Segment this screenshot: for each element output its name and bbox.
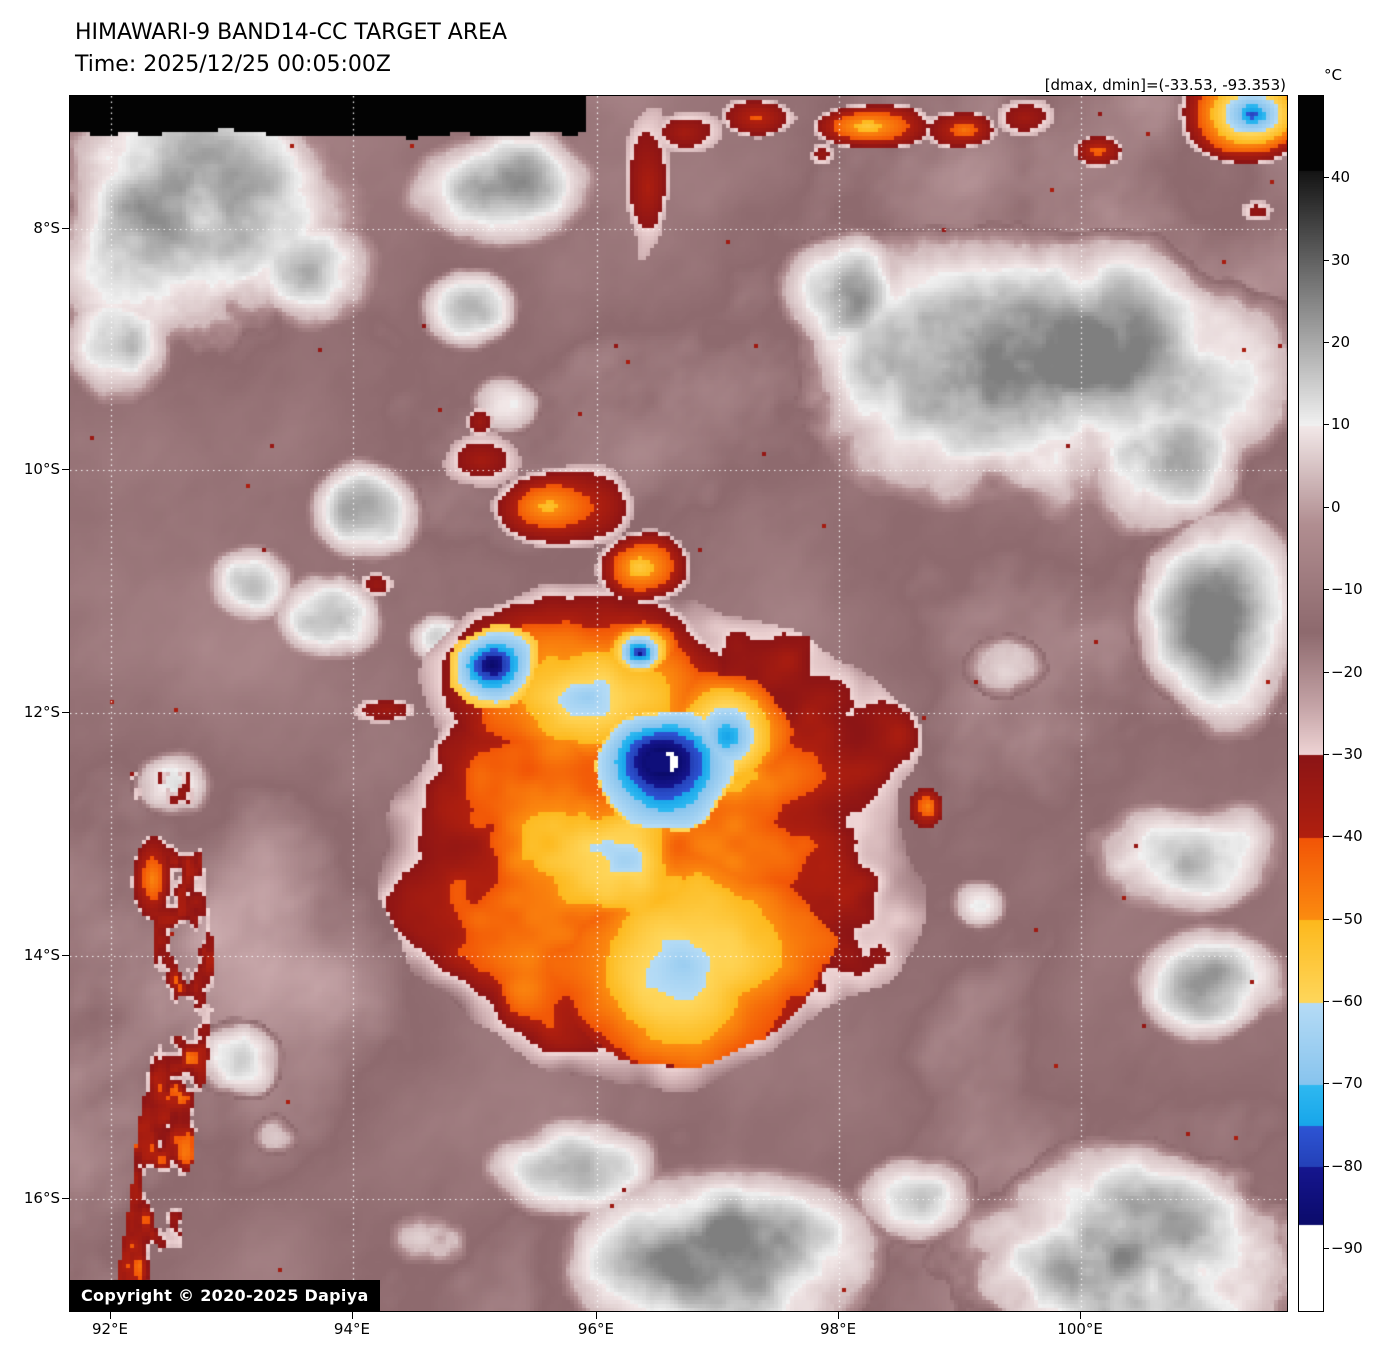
colorbar-tick-label: 0 xyxy=(1331,497,1341,516)
colorbar-tick-mark xyxy=(1324,506,1329,508)
colorbar-tick-mark xyxy=(1324,1001,1329,1003)
lon-tick-mark xyxy=(351,1312,353,1319)
colorbar-unit-label: °C xyxy=(1324,66,1342,84)
timestamp-label: Time: 2025/12/25 00:05:00Z xyxy=(75,52,391,77)
colorbar-tick-mark xyxy=(1324,1165,1329,1167)
colorbar xyxy=(1298,95,1324,1312)
colorbar-tick-label: 40 xyxy=(1331,168,1351,187)
colorbar-tick-label: −90 xyxy=(1331,1239,1363,1258)
colorbar-tick-label: 30 xyxy=(1331,250,1351,269)
lon-tick-mark xyxy=(1080,1312,1082,1319)
lon-tick-mark xyxy=(595,1312,597,1319)
colorbar-tick-label: −30 xyxy=(1331,744,1363,763)
colorbar-tick-mark xyxy=(1324,177,1329,179)
dmax-dmin-readout: [dmax, dmin]=(-33.53, -93.353) xyxy=(1044,76,1286,94)
colorbar-tick-label: −10 xyxy=(1331,580,1363,599)
lon-tick-label: 98°E xyxy=(819,1320,857,1338)
colorbar-tick-label: −20 xyxy=(1331,662,1363,681)
lat-tick-label: 12°S xyxy=(23,702,60,721)
lat-tick-label: 8°S xyxy=(33,218,60,237)
satellite-imagery-canvas xyxy=(70,96,1287,1311)
colorbar-tick-mark xyxy=(1324,589,1329,591)
lat-tick-mark xyxy=(62,1197,69,1199)
colorbar-tick-mark xyxy=(1324,671,1329,673)
lat-tick-label: 10°S xyxy=(23,459,60,478)
colorbar-tick-label: −70 xyxy=(1331,1074,1363,1093)
lon-tick-label: 100°E xyxy=(1057,1320,1103,1338)
lon-tick-mark xyxy=(110,1312,111,1319)
lat-tick-mark xyxy=(62,954,69,956)
lat-tick-mark xyxy=(62,468,69,470)
copyright-badge: Copyright © 2020-2025 Dapiya xyxy=(70,1280,380,1311)
lat-tick-mark xyxy=(62,711,69,713)
lat-tick-label: 16°S xyxy=(23,1188,60,1207)
colorbar-tick-mark xyxy=(1324,342,1329,344)
colorbar-tick-mark xyxy=(1324,1083,1329,1085)
colorbar-tick-label: −50 xyxy=(1331,909,1363,928)
colorbar-tick-mark xyxy=(1324,259,1329,261)
colorbar-tick-mark xyxy=(1324,424,1329,426)
lon-tick-label: 96°E xyxy=(577,1320,614,1338)
colorbar-tick-label: 10 xyxy=(1331,415,1351,434)
colorbar-tick-label: −60 xyxy=(1331,992,1363,1011)
colorbar-tick-mark xyxy=(1324,753,1329,755)
lat-tick-label: 14°S xyxy=(23,945,60,964)
colorbar-tick-label: 20 xyxy=(1331,333,1351,352)
colorbar-tick-label: −80 xyxy=(1331,1156,1363,1175)
colorbar-tick-mark xyxy=(1324,836,1329,838)
colorbar-tick-label: −40 xyxy=(1331,827,1363,846)
lat-tick-mark xyxy=(62,227,69,229)
colorbar-tick-mark xyxy=(1324,918,1329,920)
lon-tick-label: 94°E xyxy=(333,1320,370,1338)
map-plot-area: Copyright © 2020-2025 Dapiya xyxy=(69,95,1288,1312)
lon-tick-mark xyxy=(838,1312,840,1319)
colorbar-tick-mark xyxy=(1324,1248,1329,1250)
colorbar-gradient-canvas xyxy=(1299,96,1323,1311)
page-title: HIMAWARI-9 BAND14-CC TARGET AREA xyxy=(75,20,508,45)
lon-tick-label: 92°E xyxy=(91,1320,129,1338)
